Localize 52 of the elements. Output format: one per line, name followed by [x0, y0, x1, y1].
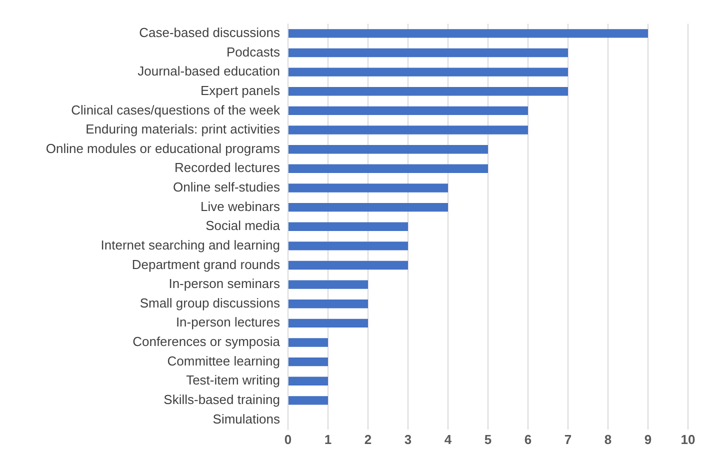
bar	[288, 222, 408, 231]
bar	[288, 68, 568, 76]
x-tick-label: 2	[364, 432, 372, 447]
x-tick-label: 4	[444, 432, 452, 447]
y-tick-label: Enduring materials: print activities	[86, 122, 280, 137]
y-tick-label: Social media	[206, 218, 281, 234]
bar	[288, 126, 528, 134]
y-tick-label: In-person lectures	[176, 314, 280, 330]
bar	[288, 318, 368, 328]
y-tick-label: Simulations	[212, 411, 280, 426]
bar	[288, 376, 328, 386]
y-tick-label: Case-based discussions	[139, 25, 280, 40]
y-tick-label: Live webinars	[200, 198, 280, 214]
y-tick-label: Skills-based training	[164, 392, 280, 408]
bar	[288, 164, 488, 174]
x-tick-label: 10	[680, 432, 696, 447]
x-tick-label: 9	[644, 432, 652, 447]
y-tick-label: Expert panels	[200, 82, 280, 98]
bar	[288, 260, 408, 270]
x-tick-label: 7	[564, 432, 572, 447]
bar	[288, 242, 408, 250]
bar	[288, 106, 528, 116]
y-tick-label: Committee learning	[167, 353, 280, 368]
bar	[288, 338, 328, 347]
y-tick-label: Conferences or symposia	[132, 334, 281, 350]
bar	[288, 202, 448, 212]
y-tick-label: Internet searching and learning	[100, 237, 280, 252]
y-tick-label: Online self-studies	[173, 180, 280, 195]
y-tick-label: Online modules or educational programs	[46, 140, 280, 156]
bar	[288, 87, 568, 96]
bar	[288, 300, 368, 308]
bar	[288, 396, 328, 405]
x-tick-label: 0	[284, 432, 292, 447]
bar	[288, 29, 648, 38]
x-tick-label: 5	[484, 432, 492, 447]
bar	[288, 280, 368, 289]
y-tick-label: Clinical cases/questions of the week	[71, 102, 280, 118]
x-tick-label: 3	[404, 432, 412, 447]
y-tick-label: Podcasts	[226, 44, 280, 60]
x-tick-label: 8	[604, 432, 612, 447]
y-tick-label: Recorded lectures	[174, 160, 280, 176]
x-tick-label: 1	[324, 432, 332, 447]
y-tick-label: Journal-based education	[138, 64, 280, 79]
bar	[288, 48, 568, 58]
bar	[288, 144, 488, 154]
bar	[288, 357, 328, 366]
y-tick-label: Department grand rounds	[132, 256, 280, 272]
y-tick-label: In-person seminars	[168, 276, 280, 292]
x-tick-label: 6	[524, 432, 532, 447]
y-tick-label: Small group discussions	[140, 295, 280, 310]
y-tick-label: Test-item writing	[186, 372, 280, 388]
bar	[288, 184, 448, 192]
